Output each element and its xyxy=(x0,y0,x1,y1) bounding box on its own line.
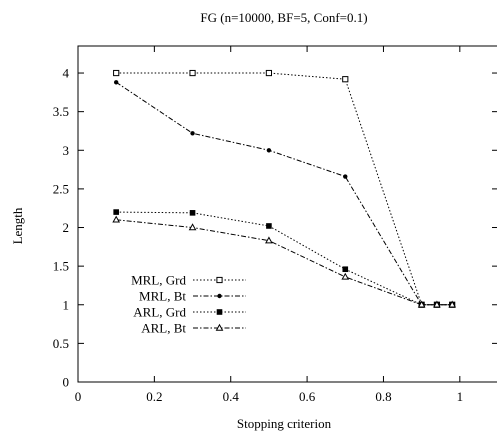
legend-label: MRL, Grd xyxy=(131,273,186,288)
x-tick-label: 0.6 xyxy=(299,389,316,404)
series-line xyxy=(115,81,453,306)
plot-frame xyxy=(77,45,497,383)
data-point xyxy=(342,76,349,83)
data-point xyxy=(265,69,273,77)
data-point xyxy=(113,80,119,85)
data-point xyxy=(417,300,426,308)
y-tick-label: 1 xyxy=(63,297,70,312)
data-point xyxy=(448,300,457,308)
data-point xyxy=(265,236,273,244)
data-point xyxy=(112,215,121,223)
data-point xyxy=(341,272,350,280)
legend-marker xyxy=(217,293,222,299)
y-tick-label: 2 xyxy=(63,220,70,235)
x-axis-label: Stopping criterion xyxy=(237,416,332,431)
chart-title: FG (n=10000, BF=5, Conf=0.1) xyxy=(200,10,367,25)
y-tick-label: 0 xyxy=(63,375,70,390)
x-tick-label: 0.2 xyxy=(146,389,162,404)
y-tick-label: 1.5 xyxy=(53,259,69,274)
legend-label: ARL, Bt xyxy=(141,321,186,336)
data-point xyxy=(113,69,120,77)
y-tick-label: 2.5 xyxy=(53,181,69,196)
data-point xyxy=(266,223,272,229)
series-4 xyxy=(112,215,457,308)
data-point xyxy=(266,148,272,153)
series-layer xyxy=(112,69,457,308)
data-point xyxy=(342,266,349,273)
data-point xyxy=(113,209,119,215)
series-line xyxy=(116,72,453,306)
data-point xyxy=(188,223,197,231)
x-tick-label: 0.4 xyxy=(223,389,240,404)
y-tick-label: 3 xyxy=(63,143,70,158)
x-tick-label: 0 xyxy=(75,389,82,404)
axis-ticks: 0 0.2 0.4 0.6 0.8 1 0 0.5 1 1.5 2 2.5 3 3.5 4 xyxy=(53,46,497,404)
data-point xyxy=(343,174,348,179)
data-point xyxy=(433,300,441,308)
legend-label: ARL, Grd xyxy=(133,305,186,320)
data-point xyxy=(189,69,196,77)
data-point xyxy=(189,210,196,216)
y-tick-label: 3.5 xyxy=(53,104,69,119)
y-axis-label: Length xyxy=(10,207,25,244)
legend-marker xyxy=(215,323,224,331)
legend-marker xyxy=(216,309,223,315)
x-tick-label: 0.8 xyxy=(375,389,391,404)
data-point xyxy=(190,131,195,136)
y-tick-label: 4 xyxy=(63,66,70,81)
legend-marker xyxy=(216,276,223,284)
x-tick-label: 1 xyxy=(457,389,464,404)
y-tick-label: 0.5 xyxy=(53,336,69,351)
legend-label: MRL, Bt xyxy=(139,289,186,304)
